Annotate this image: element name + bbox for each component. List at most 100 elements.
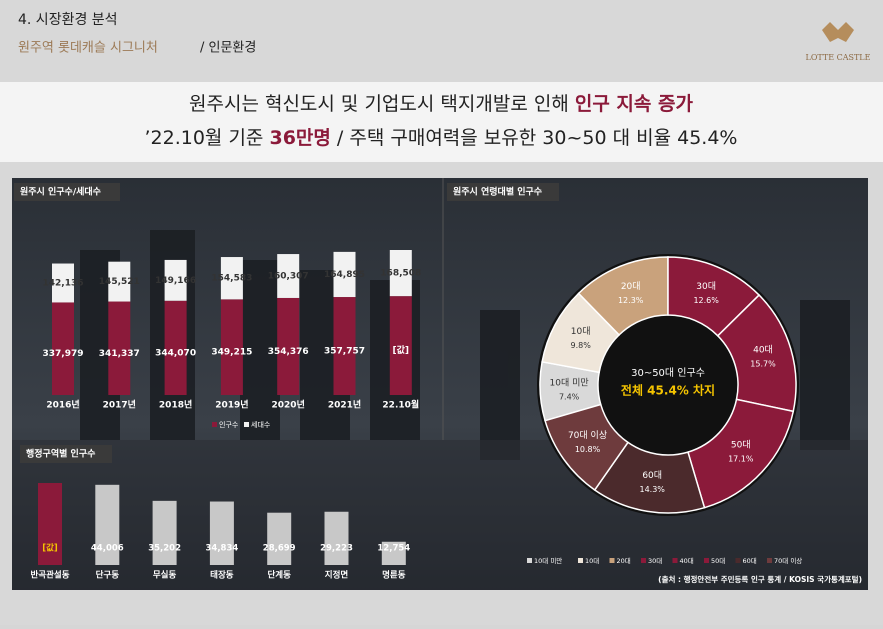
value-label: 349,215: [211, 348, 252, 358]
value-label: [값]: [393, 344, 410, 356]
x-tick-label: 2017년: [103, 399, 136, 411]
donut-segment: [544, 403, 629, 491]
headline-text: / 주택 구매여력을 보유한 30~50 대 비율 45.4%: [337, 127, 738, 149]
value-label: 28,699: [263, 544, 296, 554]
bar: [108, 301, 131, 395]
value-label: 142,136: [43, 278, 84, 288]
legend-swatch: [609, 558, 615, 563]
bar: [164, 300, 187, 395]
bar: [220, 257, 243, 300]
x-tick-label: 2016년: [46, 399, 79, 411]
value-label: 337,979: [43, 349, 84, 359]
bar: [333, 251, 356, 298]
bar: [108, 261, 131, 302]
x-tick-label: 22.10월: [382, 399, 419, 411]
legend-swatch: [735, 558, 741, 563]
segment-label: 10대: [571, 326, 591, 337]
headline-1: 원주시는 혁신도시 및 기업도시 택지개발로 인해 인구 지속 증가: [189, 93, 693, 115]
project-name: 원주역 롯데캐슬 시그니처: [18, 41, 158, 56]
bar: [38, 483, 62, 565]
headline-text: ’22.10월 기준: [145, 127, 264, 149]
value-label: 357,757: [324, 347, 365, 357]
value-label: 149,166: [155, 276, 196, 286]
headline-highlight: 인구 지속 증가: [575, 93, 694, 115]
segment-label: 40대: [753, 345, 773, 356]
bar: [267, 512, 292, 565]
legend-label: 50대: [711, 557, 725, 565]
legend-swatch: [767, 558, 772, 563]
x-tick-label: 2020년: [272, 399, 305, 411]
chart-title: 원주시 인구수/세대수: [20, 186, 101, 198]
buildings: [80, 230, 850, 460]
segment-label: 50대: [731, 440, 751, 451]
headline-2: ’22.10월 기준 36만명 / 주택 구매여력을 보유한 30~50 대 비…: [145, 127, 738, 149]
segment-label: 10대 미만: [550, 377, 589, 388]
x-tick-label: 태장동: [210, 570, 234, 581]
segment-value: 12.3%: [618, 296, 644, 305]
value-label: 344,070: [155, 348, 196, 358]
title-box: [14, 183, 120, 201]
logo-icon: [822, 22, 854, 42]
legend-swatch: [704, 558, 709, 563]
x-tick-label: 단구동: [96, 570, 120, 581]
x-tick-label: 단계동: [267, 570, 291, 581]
bar: [333, 297, 356, 395]
x-tick-label: 지정면: [325, 570, 349, 581]
value-label: 35,202: [148, 544, 181, 554]
value-label: 168,508: [380, 269, 421, 279]
chart-title: 원주시 연령대별 인구수: [453, 186, 542, 198]
legend-label: 인구수: [219, 420, 239, 429]
legend-label: 20대: [617, 557, 631, 565]
bar: [277, 254, 300, 298]
headline-highlight: 36만명: [269, 127, 330, 149]
segment-value: 14.3%: [639, 485, 665, 494]
bar: [389, 296, 412, 395]
x-tick-label: 2019년: [215, 399, 248, 411]
value-label: 341,337: [99, 349, 140, 359]
bar: [220, 299, 243, 395]
bar: [95, 484, 120, 565]
value-label: 354,376: [268, 347, 309, 357]
value-label: 145,521: [99, 277, 140, 287]
legend-label: 10대 미만: [534, 556, 562, 565]
legend-label: 세대수: [251, 420, 271, 429]
segment-value: 15.7%: [750, 360, 776, 369]
value-label: 44,006: [91, 544, 124, 554]
legend-swatch: [527, 558, 532, 563]
segment-value: 7.4%: [559, 392, 580, 401]
bar: [52, 263, 74, 303]
bar: [152, 500, 177, 565]
x-tick-label: 2021년: [328, 399, 361, 411]
bar: [164, 259, 187, 301]
bar: [52, 302, 74, 395]
center-highlight: 전체 45.4% 차지: [621, 383, 715, 398]
segment-label: 70대 이상: [568, 430, 607, 441]
legend-swatch: [641, 558, 646, 563]
x-tick-label: 2018년: [159, 399, 192, 411]
bar: [277, 297, 300, 395]
center-label: 30~50대 인구수: [631, 367, 705, 379]
title-box: [20, 445, 112, 463]
legend-swatch: [578, 558, 583, 563]
legend-swatch: [672, 558, 678, 563]
chart-title: 행정구역별 인구수: [26, 448, 95, 460]
bar: [209, 501, 234, 565]
source: (출처 : 행정안전부 주민등록 인구 통계 / KOSIS 국가통계포털): [658, 574, 862, 584]
bar: [381, 541, 406, 565]
legend-label: 60대: [743, 557, 757, 565]
segment-label: 30대: [696, 281, 716, 292]
headline-text: 원주시는 혁신도시 및 기업도시 택지개발로 인해: [189, 93, 569, 115]
legend-swatch: [212, 422, 217, 427]
x-tick-label: 명륜동: [382, 570, 406, 581]
value-label: 160,307: [268, 272, 309, 282]
value-label: 34,834: [205, 544, 238, 554]
value-label: [값]: [42, 543, 58, 554]
logo-text: LOTTE CASTLE: [806, 53, 871, 62]
bar: [389, 250, 412, 297]
bar: [324, 511, 349, 565]
legend-label: 40대: [680, 557, 694, 565]
section-title: 4. 시장환경 분석: [18, 12, 118, 28]
subsection: / 인문환경: [200, 41, 256, 56]
